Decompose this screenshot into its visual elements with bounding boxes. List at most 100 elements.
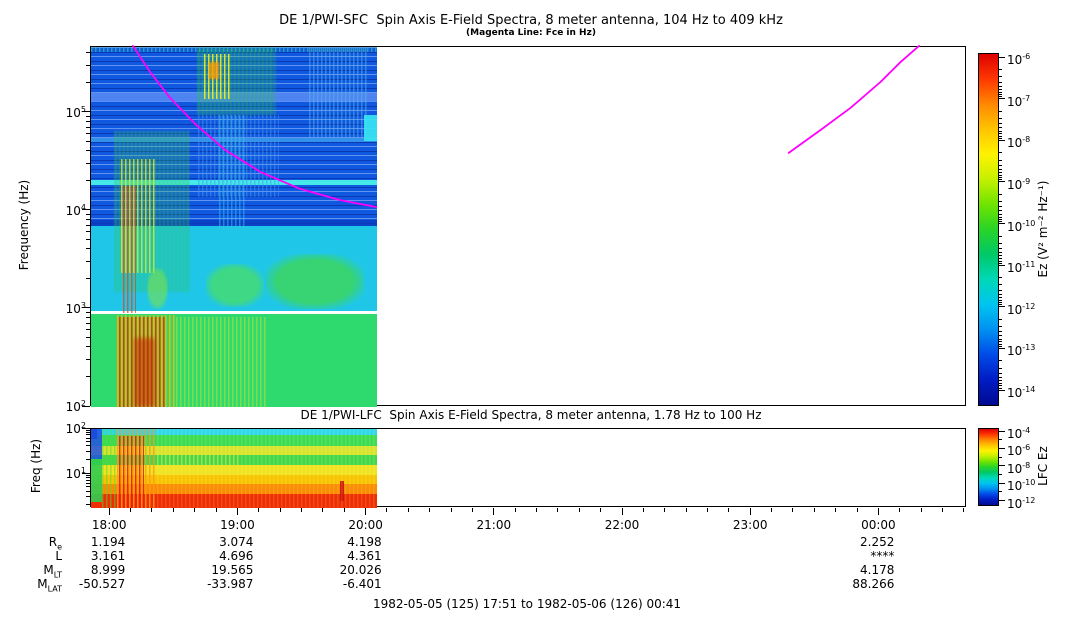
y-minor-tick: [86, 248, 90, 250]
y-minor-tick: [86, 277, 90, 279]
colorbar-tick-label: 10-8: [1007, 460, 1031, 476]
lower-panel-title: DE 1/PWI-LFC Spin Axis E-Field Spectra, …: [300, 408, 762, 422]
x-hour-label: 20:00: [348, 518, 383, 532]
x-minor-tick: [706, 508, 708, 512]
colorbar-tick-label: 10-8: [1007, 135, 1031, 151]
y-major-tick: [82, 307, 90, 309]
x-minor-tick: [258, 508, 260, 512]
x-minor-tick: [600, 508, 602, 512]
colorbar-minor-tick: [999, 284, 1002, 286]
colorbar-minor-tick: [999, 76, 1002, 78]
colorbar-minor-tick: [999, 110, 1002, 112]
y-minor-tick: [86, 64, 90, 66]
y-major-tick: [82, 405, 90, 407]
colorbar-minor-tick: [999, 242, 1002, 244]
colorbar-major-tick: [999, 347, 1005, 349]
colorbar-minor-tick: [999, 385, 1002, 387]
colorbar-major-tick: [999, 56, 1005, 58]
x-hour-label: 23:00: [732, 518, 768, 532]
y-minor-tick: [86, 486, 90, 488]
ephemeris-value: 4.696: [219, 549, 254, 563]
spectral-feature: [206, 263, 265, 307]
spectral-feature: [116, 429, 378, 508]
x-minor-tick: [728, 508, 730, 512]
x-hour-label: 22:00: [604, 518, 640, 532]
x-major-tick: [877, 508, 879, 515]
x-major-tick: [365, 508, 367, 515]
spectral-feature: [118, 435, 145, 508]
y-minor-tick: [86, 115, 90, 117]
spectral-feature: [101, 429, 117, 508]
x-hour-label: 21:00: [476, 518, 512, 532]
y-major-tick: [82, 209, 90, 211]
colorbar-minor-tick: [999, 213, 1002, 215]
freq-band: [91, 445, 378, 456]
colorbar-minor-tick: [999, 88, 1002, 90]
spectrogram-upper-panel: [90, 46, 966, 407]
colorbar-minor-tick: [999, 376, 1002, 378]
colorbar: [978, 428, 999, 506]
colorbar-minor-tick: [999, 299, 1002, 301]
y-tick-label: 105: [65, 104, 86, 120]
x-minor-tick: [664, 508, 666, 512]
y-minor-tick: [86, 329, 90, 331]
y-minor-tick: [86, 451, 90, 453]
colorbar-major-tick: [999, 389, 1005, 391]
colorbar-tick-label: 10-7: [1007, 93, 1031, 109]
y-minor-tick: [86, 81, 90, 83]
x-major-tick: [621, 508, 623, 515]
x-minor-tick: [514, 508, 516, 512]
x-minor-tick: [685, 508, 687, 512]
colorbar-minor-tick: [999, 383, 1002, 385]
x-minor-tick: [215, 508, 217, 512]
ephemeris-value: 88.266: [852, 577, 895, 591]
lower-colorbar-label: LFC Ez: [1036, 446, 1050, 486]
ephemeris-value: 1.194: [90, 535, 126, 549]
ephemeris-value: -50.527: [78, 577, 126, 591]
colorbar-minor-tick: [999, 159, 1002, 161]
colorbar-major-tick: [999, 98, 1005, 100]
colorbar-minor-tick: [999, 297, 1002, 298]
spectral-feature: [219, 115, 247, 230]
y-minor-tick: [86, 322, 90, 324]
colorbar-tick-label: 10-12: [1007, 495, 1036, 511]
colorbar-minor-tick: [999, 81, 1002, 83]
y-minor-tick: [86, 429, 90, 431]
x-minor-tick: [194, 508, 196, 512]
y-tick-label: 102: [65, 421, 86, 436]
y-minor-tick: [86, 120, 90, 122]
spectral-feature: [364, 115, 378, 141]
y-major-tick: [82, 472, 90, 474]
y-tick-label: 101: [65, 466, 86, 482]
colorbar-minor-tick: [999, 94, 1002, 96]
y-minor-tick: [86, 224, 90, 226]
colorbar-minor-tick: [999, 491, 1002, 493]
colorbar-major-tick: [999, 500, 1005, 502]
colorbar-minor-tick: [999, 456, 1002, 458]
ephemeris-value: -6.401: [342, 577, 382, 591]
ephemeris-value: 4.178: [860, 563, 895, 577]
colorbar-minor-tick: [999, 235, 1002, 237]
x-minor-tick: [835, 508, 837, 512]
x-minor-tick: [771, 508, 773, 512]
x-minor-tick: [172, 508, 174, 512]
colorbar-minor-tick: [999, 360, 1002, 362]
colorbar-minor-tick: [999, 201, 1002, 203]
colorbar-minor-tick: [999, 302, 1002, 304]
ephemeris-value: 4.361: [347, 549, 382, 563]
y-minor-tick: [86, 140, 90, 142]
freq-band: [91, 429, 378, 436]
y-minor-tick: [86, 311, 90, 313]
colorbar-major-tick: [999, 181, 1005, 183]
colorbar-minor-tick: [999, 326, 1002, 328]
freq-band: [91, 484, 378, 495]
y-minor-tick: [86, 260, 90, 262]
x-hour-label: 18:00: [91, 518, 127, 532]
colorbar-tick-label: 10-6: [1007, 443, 1031, 459]
spectral-feature: [146, 268, 168, 309]
y-minor-tick: [86, 358, 90, 360]
colorbar-minor-tick: [999, 210, 1002, 212]
colorbar-minor-tick: [999, 177, 1002, 179]
spectral-feature: [123, 185, 136, 314]
x-minor-tick: [343, 508, 345, 512]
